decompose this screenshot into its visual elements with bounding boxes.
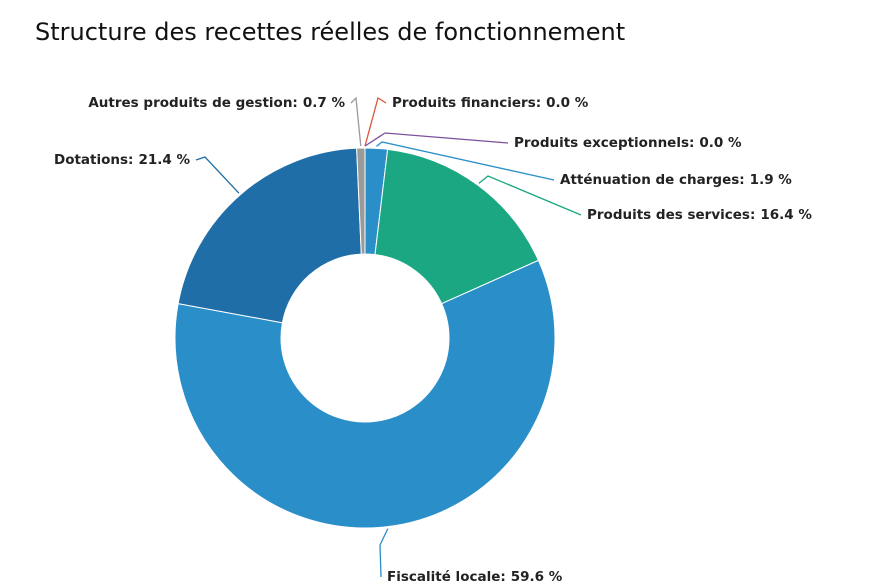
leader-line [364,132,509,147]
leader-line [478,175,582,216]
category-name: Produits des services: [587,207,755,223]
value-label: 1.9 % [750,172,793,188]
donut-segment [356,147,366,255]
data-label: Autres produits de gestion: 0.7 % [88,95,345,111]
value-label: 0.7 % [303,95,346,111]
category-name: Autres produits de gestion: [88,95,298,111]
data-label: Atténuation de charges: 1.9 % [560,172,792,188]
data-label: Fiscalité locale: 59.6 % [387,569,563,584]
leader-line [379,528,389,578]
chart-title: Structure des recettes réelles de foncti… [35,18,625,46]
data-label: Dotations: 21.4 % [54,152,190,168]
data-label: Produits exceptionnels: 0.0 % [514,135,742,151]
category-name: Fiscalité locale: [387,569,506,584]
leader-line [364,96,387,147]
data-label: Produits financiers: 0.0 % [392,95,589,111]
category-name: Atténuation de charges: [560,172,745,188]
value-label: 0.0 % [699,135,742,151]
leader-line [195,156,240,194]
value-label: 16.4 % [760,207,812,223]
donut-segment [174,259,556,529]
value-label: 0.0 % [546,95,589,111]
category-name: Dotations: [54,152,133,168]
data-label: Produits des services: 16.4 % [587,207,812,223]
donut-segment [177,147,362,324]
category-name: Produits exceptionnels: [514,135,694,151]
value-label: 59.6 % [511,569,563,584]
leader-line [350,96,362,147]
value-label: 21.4 % [138,152,190,168]
leader-line [376,141,555,181]
category-name: Produits financiers: [392,95,541,111]
donut-segment [374,148,540,305]
